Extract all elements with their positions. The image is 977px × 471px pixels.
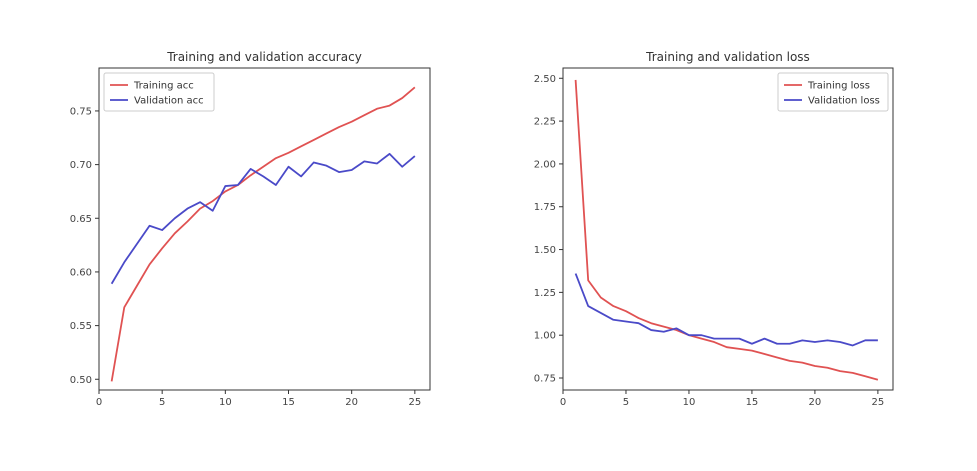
loss-chart-title: Training and validation loss (645, 50, 810, 64)
accuracy-x-tick-label: 25 (408, 397, 421, 408)
loss-y-tick-label: 0.75 (534, 374, 556, 385)
loss-y-tick-label: 1.75 (534, 202, 556, 213)
accuracy-x-tick-label: 20 (345, 397, 358, 408)
loss-legend-label: Training loss (807, 81, 870, 92)
loss-x-tick-label: 0 (560, 397, 566, 408)
accuracy-x-tick-label: 0 (96, 397, 102, 408)
loss-x-tick-label: 10 (683, 397, 696, 408)
loss-y-tick-label: 2.50 (534, 74, 556, 85)
loss-axes-frame (563, 68, 893, 390)
accuracy-legend-label: Validation acc (134, 96, 204, 107)
accuracy-y-tick-label: 0.75 (70, 106, 92, 117)
accuracy-series-training-line (112, 87, 415, 381)
accuracy-x-tick-label: 10 (219, 397, 232, 408)
loss-chart: Training and validation loss 0 5 10 15 20 25 0… (534, 50, 893, 408)
accuracy-legend-label: Training acc (133, 81, 194, 92)
loss-legend: Training loss Validation loss (778, 73, 888, 111)
accuracy-y-tick-label: 0.50 (70, 375, 92, 386)
accuracy-axes-frame (99, 68, 430, 390)
accuracy-x-tick-label: 5 (159, 397, 165, 408)
accuracy-series-validation-line (112, 154, 415, 284)
loss-x-tick-label: 25 (872, 397, 885, 408)
loss-y-tick-label: 1.50 (534, 245, 556, 256)
loss-x-tick-label: 5 (623, 397, 629, 408)
loss-y-tick-label: 1.25 (534, 288, 556, 299)
loss-y-tick-label: 2.00 (534, 159, 556, 170)
loss-x-tick-label: 15 (746, 397, 759, 408)
loss-series-training-line (576, 80, 878, 380)
accuracy-chart: Training and validation accuracy 0 5 10 15 2… (70, 50, 430, 408)
accuracy-y-tick-label: 0.55 (70, 321, 92, 332)
accuracy-y-tick-label: 0.60 (70, 267, 92, 278)
accuracy-x-tick-label: 15 (282, 397, 295, 408)
accuracy-chart-title: Training and validation accuracy (166, 50, 362, 64)
loss-x-tick-label: 20 (809, 397, 822, 408)
loss-legend-label: Validation loss (808, 96, 880, 107)
accuracy-y-tick-label: 0.65 (70, 214, 92, 225)
accuracy-y-tick-label: 0.70 (70, 160, 92, 171)
loss-y-tick-label: 1.00 (534, 331, 556, 342)
loss-y-tick-label: 2.25 (534, 117, 556, 128)
accuracy-legend: Training acc Validation acc (104, 73, 214, 111)
